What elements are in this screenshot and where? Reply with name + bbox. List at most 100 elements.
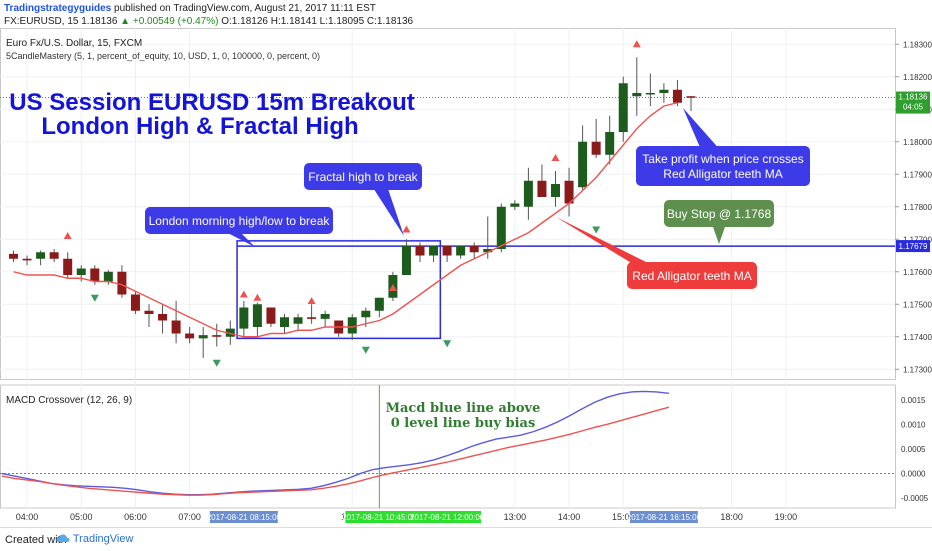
macd-tick-label: 0.0015: [901, 396, 926, 405]
candle-body: [632, 93, 642, 97]
tradingview-logo[interactable]: TradingView: [56, 533, 133, 545]
time-tick-label: 14:00: [558, 512, 581, 522]
time-tick-label: 15:00: [612, 512, 635, 522]
last-price-label: 1.18136 04:05: [896, 91, 930, 114]
price-tick-label: 1.17900: [903, 170, 932, 179]
candle-body: [307, 317, 317, 319]
time-tick-label: 18:00: [720, 512, 743, 522]
candle-body: [266, 307, 276, 324]
candle-body: [171, 320, 181, 334]
time-scale[interactable]: 04:0005:0006:0007:0010:0013:0014:0015:00…: [16, 511, 797, 523]
price-scale[interactable]: 1.17300 1.17400 1.17500 1.17600 1.17700 1.178…: [895, 40, 932, 374]
strategy-legend: 5CandleMastery (5, 1, percent_of_equity,…: [6, 51, 320, 61]
candle-body: [672, 89, 682, 103]
price-tick-label: 1.17300: [903, 365, 932, 374]
ohlc-text: O:1.18126 H:1.18141 L:1.18095 C:1.18136: [221, 16, 414, 27]
candle-body: [415, 245, 425, 256]
chart-header: Tradingstrategyguides published on Tradi…: [0, 0, 932, 28]
price-tick-label: 1.17400: [903, 333, 932, 342]
last-price-text: 1.18136: [899, 93, 928, 102]
chart-area[interactable]: 1.17300 1.17400 1.17500 1.17600 1.17700 1.178…: [0, 28, 932, 527]
fractal-up-marker: [402, 225, 411, 233]
london-range-box: [236, 240, 442, 340]
callout-red-alligator: Red Alligator teeth MA: [556, 217, 757, 289]
candle-body: [591, 141, 601, 155]
candle-body: [280, 317, 289, 327]
candle-body: [130, 294, 140, 311]
countdown-text: 04:05: [903, 103, 924, 112]
fractal-up-marker: [253, 293, 262, 301]
candle-body: [469, 245, 479, 253]
candle-body: [103, 271, 113, 282]
time-tick-label: 13:00: [504, 512, 527, 522]
candle-body: [49, 252, 59, 259]
candle-body: [198, 335, 208, 339]
candle-body: [429, 245, 439, 256]
created-with-text: Created with: [5, 534, 67, 546]
candle-body: [551, 184, 560, 197]
fractal-down-marker: [443, 340, 452, 348]
macd-line: [1, 390, 669, 496]
price-tick-label: 1.18000: [903, 138, 932, 147]
time-tick-label: 19:00: [775, 512, 798, 522]
candle-body: [686, 96, 696, 98]
callout-buy-stop-text: Buy Stop @ 1.1768: [667, 207, 772, 221]
symbol-text: FX:EURUSD, 15 1.18136: [4, 16, 118, 27]
time-highlight-bg: [629, 511, 698, 523]
candle-body: [618, 83, 628, 132]
alligator-teeth-line: [13, 102, 678, 338]
macd-tick-label: 0.0010: [901, 420, 926, 429]
candle-body: [9, 253, 18, 259]
fractal-up-marker: [551, 154, 560, 161]
candle-body: [212, 335, 222, 337]
macd-annotation-line2: 0 level line buy bias: [391, 416, 536, 431]
fractal-down-marker: [212, 359, 221, 367]
candle-body: [510, 203, 520, 207]
time-tick-label: 05:00: [70, 512, 93, 522]
candle-body: [36, 252, 46, 259]
chart-title: US Session EURUSD 15m Breakout: [9, 89, 414, 116]
callout-red-alligator-text: Red Alligator teeth MA: [632, 269, 751, 283]
time-tick-label: 06:00: [124, 512, 147, 522]
callout-london-text: London morning high/low to break: [149, 214, 331, 228]
price-tick-label: 1.17800: [903, 203, 932, 212]
price-pane-border: [0, 28, 896, 380]
grid-lines: [0, 28, 896, 509]
callout-london-high: London morning high/low to break: [145, 207, 333, 247]
macd-scale[interactable]: -0.0005 0.0000 0.0005 0.0010 0.0015: [901, 396, 929, 503]
time-highlight-bg: [413, 511, 482, 523]
candle-body: [578, 141, 588, 188]
candle-body: [117, 271, 127, 295]
author-link[interactable]: Tradingstrategyguides: [4, 3, 112, 14]
candle-body: [442, 245, 452, 256]
price-tick-label: 1.18200: [903, 73, 932, 82]
buy-stop-price-label: 1.17679: [896, 240, 930, 253]
candle-body: [76, 268, 86, 275]
time-highlight-label: 2017-08-21 08:15:00: [207, 513, 282, 522]
symbol-line: FX:EURUSD, 15 1.18136 ▲ +0.00549 (+0.47%…: [4, 16, 413, 27]
candle-body: [144, 310, 154, 314]
price-tick-label: 1.17600: [903, 268, 932, 277]
fractal-down-marker: [361, 346, 370, 354]
candle-body: [523, 180, 533, 207]
fractal-up-marker: [388, 284, 397, 291]
time-highlight-bg: [209, 511, 278, 523]
candle-body: [537, 180, 547, 197]
candle-body: [185, 333, 195, 339]
change-text: ▲ +0.00549 (+0.47%): [120, 16, 219, 27]
candle-body: [456, 245, 466, 256]
candle-body: [483, 249, 493, 253]
price-tick-label: 1.17700: [903, 235, 932, 244]
time-highlight-bg: [345, 511, 414, 523]
time-highlight-label: 2017-08-21 12:00:00: [410, 513, 485, 522]
buy-stop-price-text: 1.17679: [899, 242, 928, 251]
fractal-down-marker: [90, 294, 99, 302]
candle-body: [374, 297, 384, 311]
macd-tick-label: 0.0005: [901, 445, 926, 454]
candle-body: [401, 245, 411, 275]
fractal-markers: [63, 40, 641, 367]
candle-body: [90, 268, 100, 282]
chart-subtitle: London High & Fractal High: [41, 113, 358, 140]
signal-line: [1, 406, 670, 496]
candle-body: [225, 328, 235, 337]
